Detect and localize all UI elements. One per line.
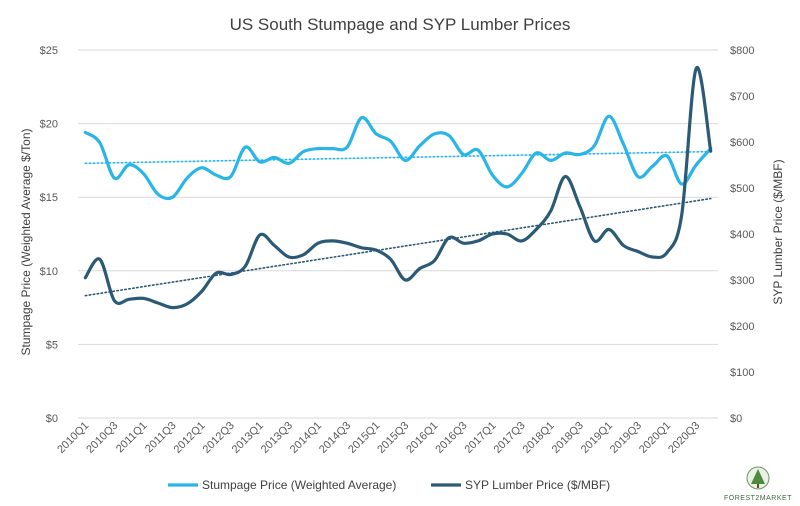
legend: Stumpage Price (Weighted Average) SYP Lum…: [168, 478, 610, 492]
y-right-tick-label: $800: [730, 45, 754, 57]
y-left-tick-label: $10: [40, 266, 58, 278]
y-axis-right-title: SYP Lumber Price ($/MBF): [771, 159, 785, 304]
y-right-tick-label: $500: [730, 183, 754, 195]
y-left-tick-label: $0: [46, 413, 58, 425]
tree-icon-shape: [751, 469, 765, 484]
y-axis-left-title: Stumpage Price (Weighted Average $/Ton): [19, 128, 33, 355]
trendline: [84, 197, 712, 297]
y-left-tick-label: $15: [40, 192, 58, 204]
series-lines: [83, 66, 713, 310]
trendline: [84, 150, 712, 165]
y-right-tick-label: $100: [730, 367, 754, 379]
y-axis-right: $0 $100 $200 $300 $400 $500 $600 $700 $800: [730, 45, 754, 425]
y-left-tick-label: $5: [46, 339, 58, 351]
forest2market-logo: FOREST2MARKET: [724, 466, 792, 502]
y-right-tick-label: $300: [730, 275, 754, 287]
y-left-tick-label: $25: [40, 45, 58, 57]
y-right-tick-label: $600: [730, 137, 754, 149]
y-right-tick-label: $700: [730, 91, 754, 103]
chart-title: US South Stumpage and SYP Lumber Prices: [230, 15, 571, 34]
legend-label: SYP Lumber Price ($/MBF): [465, 478, 610, 492]
logo-text: FOREST2MARKET: [724, 495, 792, 502]
series-line-stumpage: [83, 114, 713, 201]
legend-label: Stumpage Price (Weighted Average): [202, 478, 396, 492]
y-right-tick-label: $400: [730, 229, 754, 241]
y-right-tick-label: $200: [730, 321, 754, 333]
y-right-tick-label: $0: [730, 413, 742, 425]
y-axis-left: $0 $5 $10 $15 $20 $25: [40, 45, 58, 425]
tree-icon-trunk: [757, 484, 759, 488]
y-left-tick-label: $20: [40, 119, 58, 131]
series-line-syp-lumber: [83, 66, 713, 310]
trendlines: [84, 150, 712, 297]
